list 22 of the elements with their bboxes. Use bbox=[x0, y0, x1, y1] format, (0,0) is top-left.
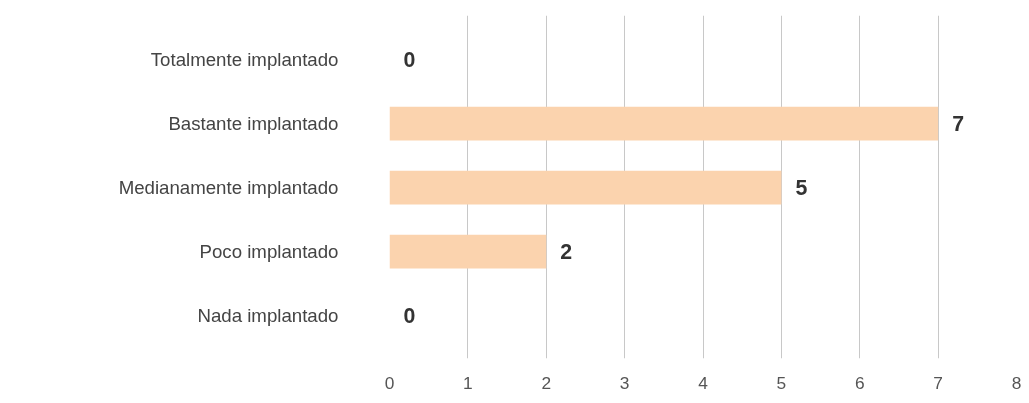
x-tick-label: 7 bbox=[933, 372, 943, 393]
bar bbox=[389, 106, 939, 141]
bar bbox=[389, 170, 782, 205]
y-tick-label: Poco implantado bbox=[199, 241, 339, 263]
data-label: 5 bbox=[795, 176, 808, 201]
x-tick-label: 6 bbox=[854, 372, 865, 393]
x-tick-label: 0 bbox=[384, 372, 395, 393]
y-tick-label: Nada implantado bbox=[197, 305, 339, 327]
data-label: 2 bbox=[560, 240, 573, 265]
x-tick-label: 8 bbox=[1011, 372, 1022, 393]
data-label: 0 bbox=[403, 304, 416, 329]
x-tick-label: 4 bbox=[698, 372, 709, 393]
data-label: 0 bbox=[403, 48, 416, 73]
data-label: 7 bbox=[952, 112, 964, 137]
x-tick-label: 3 bbox=[619, 372, 630, 393]
x-tick-label: 1 bbox=[463, 372, 473, 393]
x-tick-label: 2 bbox=[541, 372, 552, 393]
y-tick-label: Medianamente implantado bbox=[118, 177, 339, 199]
x-tick-label: 5 bbox=[776, 372, 787, 393]
y-tick-label: Totalmente implantado bbox=[150, 49, 339, 71]
y-tick-label: Bastante implantado bbox=[168, 113, 339, 135]
bar bbox=[389, 234, 547, 269]
